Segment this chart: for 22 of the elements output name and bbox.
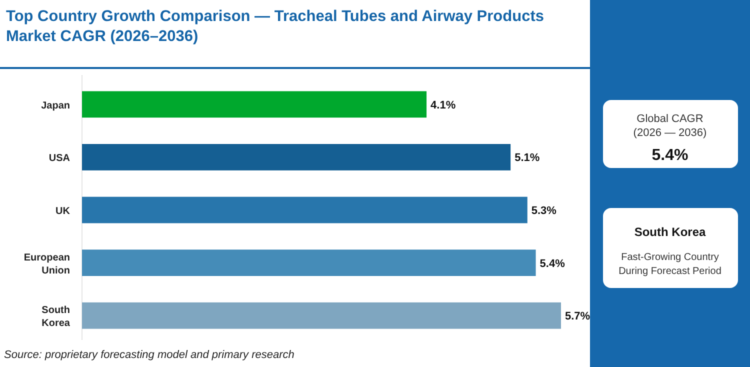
text: South Korea [634, 225, 706, 239]
text: (2026 — 2036) [633, 127, 707, 139]
data-label: 4.1% [430, 99, 456, 112]
bar [82, 250, 536, 276]
bar [82, 144, 511, 170]
data-label: 5.3% [531, 205, 557, 217]
y-tick-label: UK [56, 206, 71, 217]
bar [82, 302, 561, 329]
data-label: 5.7% [565, 310, 590, 323]
data-label: 5.1% [514, 152, 540, 164]
text: 5.4% [652, 147, 688, 164]
bar [82, 91, 427, 118]
y-tick-label: European Union [24, 252, 70, 276]
y-tick-label: USA [48, 153, 70, 164]
bar [82, 196, 528, 224]
text: Fast-Growing Country During Forecast Period [618, 252, 722, 277]
y-tick-label: Japan [41, 100, 70, 112]
y-tick-label: South Korea [42, 305, 70, 330]
source-note: Source: proprietary forecasting model and primary research [4, 349, 294, 361]
data-label: 5.4% [540, 258, 566, 270]
text: Global CAGR [636, 113, 704, 125]
chart-title: Top Country Growth Comparison — Tracheal Tubes and Airway Products Market CAGR (2026–2036) [6, 8, 544, 45]
